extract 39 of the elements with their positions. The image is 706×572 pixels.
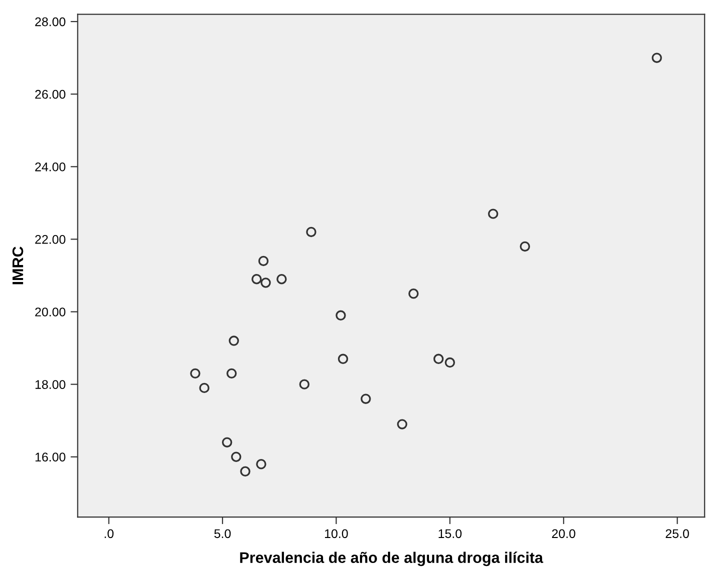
point bbox=[520, 241, 530, 252]
point bbox=[252, 274, 262, 284]
x-tick-label: 10.0 bbox=[325, 529, 348, 538]
point bbox=[258, 256, 269, 266]
point bbox=[336, 310, 346, 321]
y-tick-label: 16.00 bbox=[36, 452, 66, 462]
y-axis-title: IMRC bbox=[12, 246, 24, 284]
point bbox=[408, 288, 419, 299]
point bbox=[222, 437, 232, 448]
point bbox=[260, 278, 271, 288]
x-tick-label: 5.0 bbox=[214, 529, 231, 538]
point bbox=[306, 226, 316, 238]
y-tick-label: 18.00 bbox=[36, 380, 66, 389]
point bbox=[226, 368, 237, 379]
point bbox=[199, 382, 210, 394]
x-axis-title: Prevalencia de año de alguna droga ilícita bbox=[240, 552, 544, 566]
point bbox=[444, 357, 456, 368]
point bbox=[231, 452, 242, 462]
y-tick-label: 24.00 bbox=[35, 162, 66, 172]
x-tick-label: 20.0 bbox=[552, 529, 576, 538]
point bbox=[299, 379, 310, 390]
point bbox=[652, 52, 662, 63]
point bbox=[256, 459, 266, 470]
x-tick-label: .0 bbox=[104, 529, 114, 538]
point bbox=[240, 466, 250, 476]
x-tick-label: 15.0 bbox=[438, 529, 462, 538]
point bbox=[397, 419, 408, 430]
point bbox=[338, 354, 348, 364]
point bbox=[433, 354, 444, 364]
y-tick-label: 26.00 bbox=[35, 90, 66, 99]
point bbox=[488, 208, 498, 219]
point bbox=[228, 336, 239, 346]
x-tick-label: 25.0 bbox=[666, 529, 689, 538]
y-tick-label: 22.00 bbox=[35, 235, 66, 244]
point bbox=[360, 394, 371, 404]
point bbox=[276, 274, 287, 284]
y-tick-label: 28.00 bbox=[35, 17, 66, 26]
point bbox=[190, 368, 200, 379]
y-tick-label: 20.00 bbox=[35, 308, 66, 316]
